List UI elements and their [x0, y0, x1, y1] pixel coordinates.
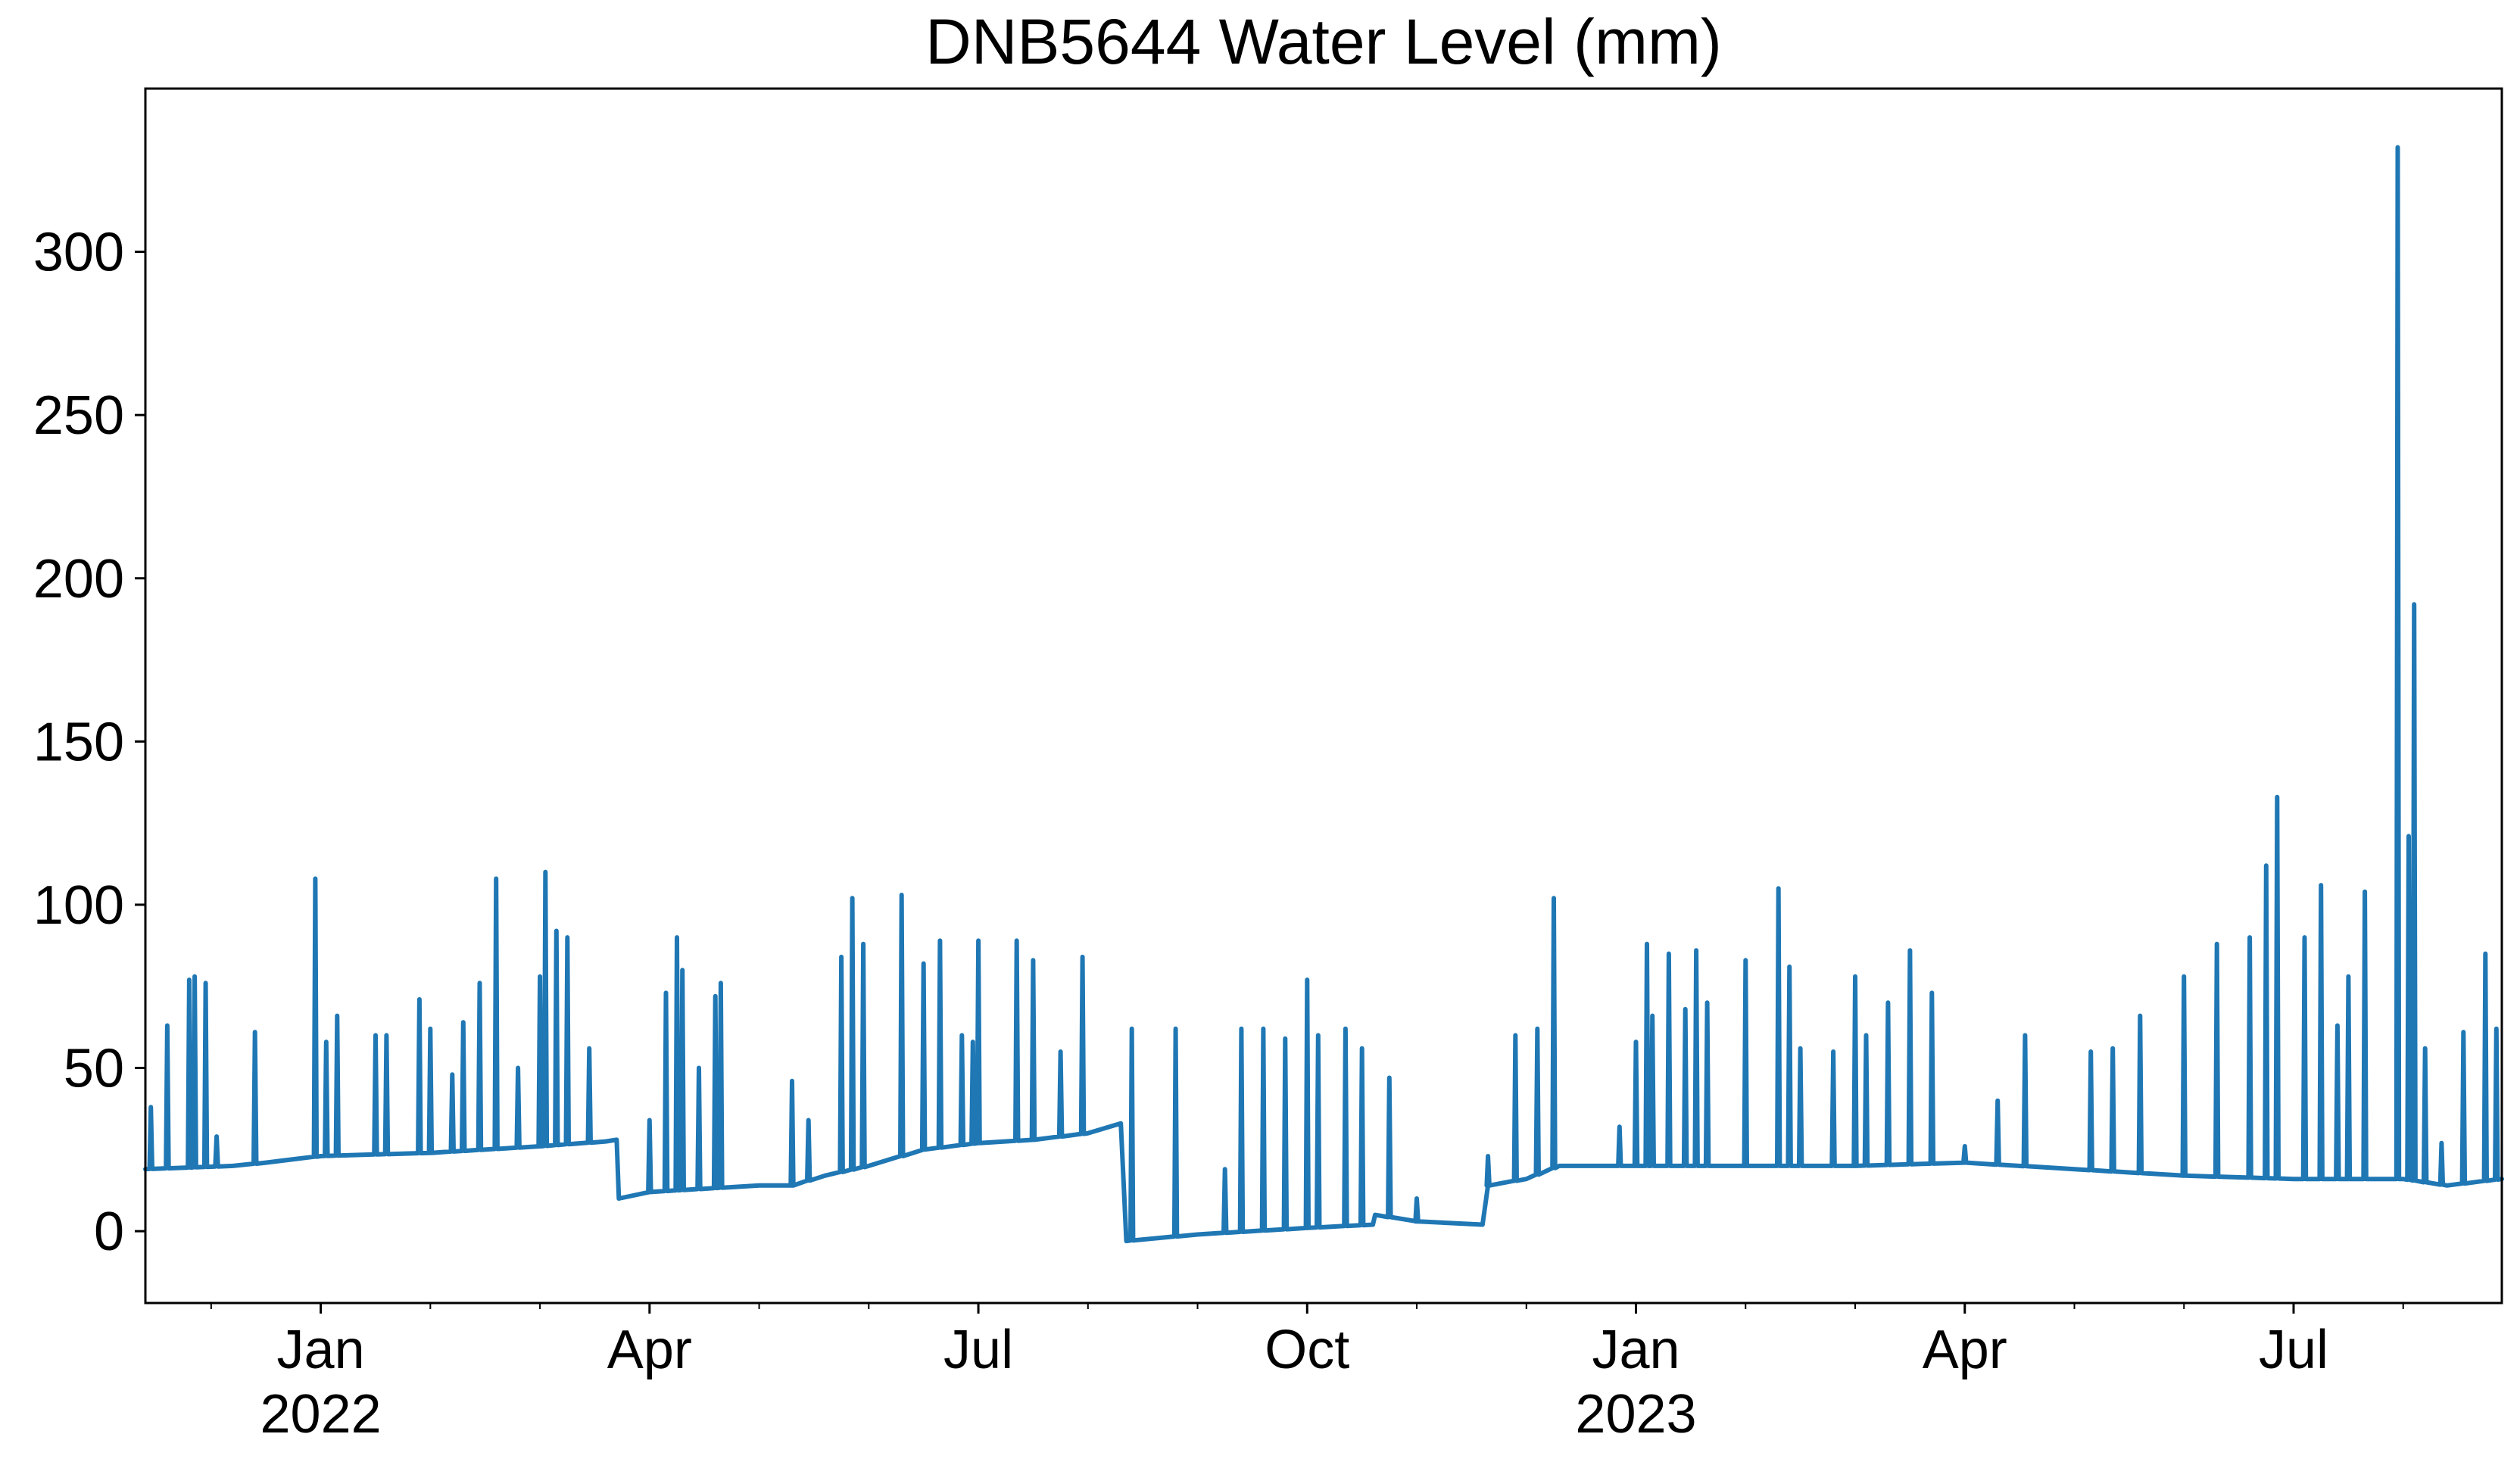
chart-title: DNB5644 Water Level (mm)	[925, 6, 1722, 77]
x-tick-label-0: Jan	[277, 1320, 365, 1380]
y-tick-label-250: 250	[33, 385, 124, 446]
y-tick-label-300: 300	[33, 223, 124, 283]
y-tick-label-100: 100	[33, 875, 124, 936]
series-line-0	[143, 145, 2504, 1244]
x-tick-label-2: Jul	[943, 1320, 1013, 1380]
data-series-layer	[143, 145, 2504, 1244]
y-tick-label-0: 0	[94, 1202, 124, 1262]
x-tick-label-6: Jul	[2259, 1320, 2328, 1380]
x-tick-label-5: Apr	[1923, 1320, 2007, 1380]
x-tick-label-3: Oct	[1265, 1320, 1349, 1380]
plot-area-frame	[144, 87, 2503, 1305]
x-tick-label-4: Jan	[1592, 1320, 1679, 1380]
x-tick-label-1: Apr	[607, 1320, 692, 1380]
x-tick-year-label-0: 2022	[260, 1384, 382, 1445]
y-tick-label-200: 200	[33, 549, 124, 609]
y-tick-label-50: 50	[64, 1039, 124, 1099]
x-tick-year-label-4: 2023	[1575, 1384, 1696, 1445]
y-tick-label-150: 150	[33, 712, 124, 772]
